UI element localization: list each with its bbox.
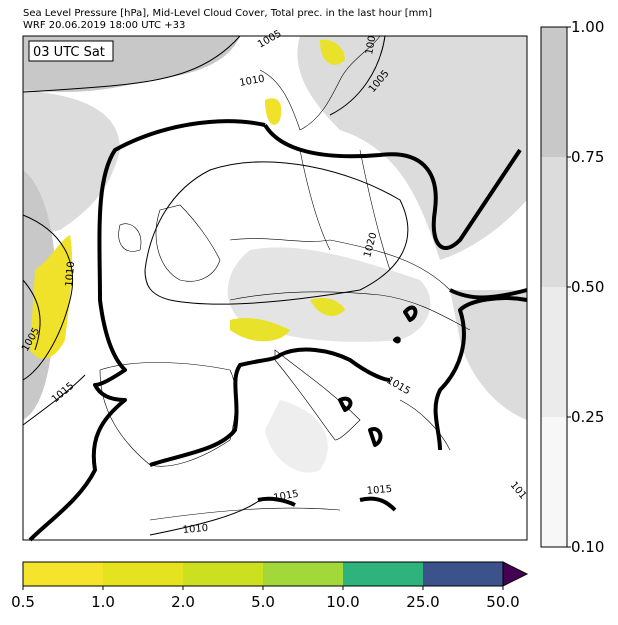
- colorbar-segment: [183, 562, 263, 586]
- colorbar-extend: [502, 561, 529, 587]
- map: 1005 1010 100 1005 1020 1010 1005 1015 1…: [20, 28, 528, 542]
- colorbar-tick-label: 0.5: [11, 593, 35, 611]
- colorbar-tick-label: 5.0: [251, 593, 275, 611]
- contour-label: 1015: [273, 489, 300, 504]
- cloud-area: [265, 400, 328, 473]
- colorbar-segment: [343, 562, 423, 586]
- colorbar-segment: [541, 27, 567, 157]
- isobars: [22, 35, 409, 536]
- map-frame: [22, 35, 528, 541]
- colorbar-tick-label: 25.0: [406, 593, 439, 611]
- contour-label: 100: [364, 35, 378, 56]
- isobar-1015: [28, 119, 528, 542]
- colorbar-tick-label: 1.0: [91, 593, 115, 611]
- precip-area: [320, 39, 345, 65]
- colorbar-segment: [23, 562, 103, 586]
- precip-colorbar: 0.5 1.0 2.0 5.0 10.0 25.0 50.0: [11, 561, 529, 611]
- cloud-area: [23, 90, 120, 240]
- time-box: [28, 40, 114, 62]
- colorbar-tick-label: 0.50: [571, 278, 604, 296]
- precip-area: [265, 98, 282, 125]
- contour-label: 1015: [366, 484, 392, 497]
- cloud-colorbar: 1.00 0.75 0.50 0.25 0.10: [540, 18, 604, 556]
- colorbar-segment: [263, 562, 343, 586]
- colorbar-tick-label: 2.0: [171, 593, 195, 611]
- contour-label: 1010: [239, 74, 266, 89]
- precip-area: [230, 318, 290, 342]
- contour-label: 1010: [182, 523, 208, 536]
- colorbar-tick-label: 10.0: [326, 593, 359, 611]
- time-label: 03 UTC Sat: [33, 45, 105, 60]
- title: Sea Level Pressure [hPa], Mid-Level Clou…: [23, 8, 432, 19]
- colorbar-tick-label: 0.25: [571, 408, 604, 426]
- colorbar-tick-label: 1.00: [571, 18, 604, 36]
- contour-label: 1010: [64, 261, 77, 287]
- colorbar-segment: [541, 287, 567, 417]
- colorbar-segment: [541, 157, 567, 287]
- colorbar-tick-label: 0.75: [571, 148, 604, 166]
- precip-area: [30, 235, 73, 359]
- cloud-area: [450, 290, 527, 420]
- colorbar-segment: [103, 562, 183, 586]
- cloud-area: [297, 36, 527, 260]
- colorbar-tick-label: 50.0: [486, 593, 519, 611]
- subtitle: WRF 20.06.2019 18:00 UTC +33: [23, 20, 185, 31]
- precip-area: [310, 298, 345, 316]
- colorbar-segment: [423, 562, 503, 586]
- colorbar-segment: [541, 417, 567, 547]
- colorbar-tick-label: 0.10: [571, 538, 604, 556]
